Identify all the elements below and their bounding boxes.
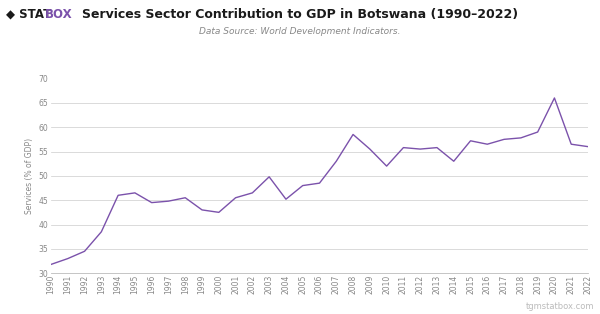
Text: Services Sector Contribution to GDP in Botswana (1990–2022): Services Sector Contribution to GDP in B…: [82, 8, 518, 21]
Y-axis label: Services (% of GDP): Services (% of GDP): [25, 138, 34, 214]
Text: tgmstatbox.com: tgmstatbox.com: [526, 302, 594, 311]
Text: BOX: BOX: [45, 8, 73, 21]
Text: ◆ STAT: ◆ STAT: [6, 8, 51, 21]
Text: Data Source: World Development Indicators.: Data Source: World Development Indicator…: [199, 27, 401, 36]
